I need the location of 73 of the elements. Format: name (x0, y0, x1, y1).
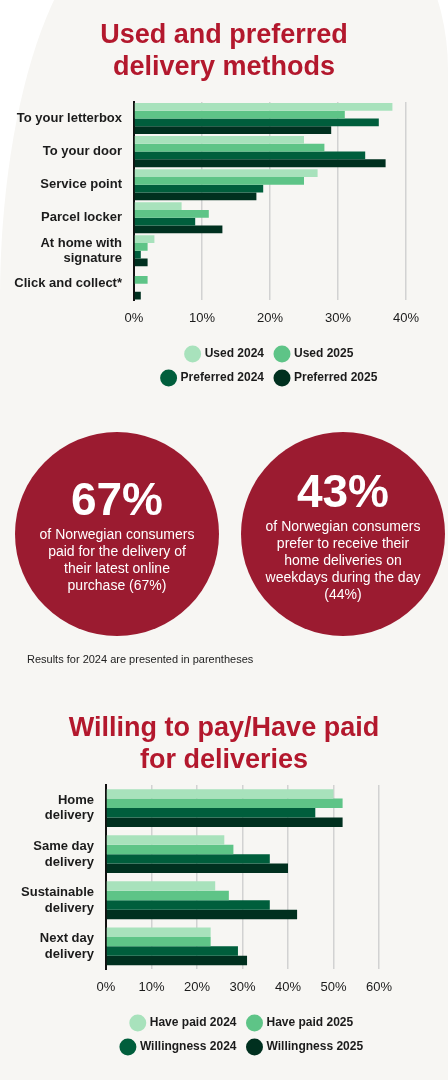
y-tick-label: Home delivery (44, 791, 95, 823)
bar (106, 863, 288, 874)
bar (106, 890, 229, 901)
y-tick-label: Service point (40, 176, 123, 192)
y-tick-label: Click and collect* (14, 275, 123, 291)
bar (134, 143, 325, 152)
x-tick-label: 40% (392, 309, 420, 325)
bar (134, 159, 386, 168)
bar (106, 808, 316, 818)
bar (134, 202, 182, 210)
legend-label: Willingness 2025 (266, 1039, 364, 1054)
bar (134, 209, 209, 218)
x-tick-label: 60% (365, 978, 393, 994)
bar (106, 854, 270, 864)
bar (134, 136, 304, 144)
y-tick-label: Sustainable delivery (21, 884, 95, 915)
bar (134, 250, 141, 259)
y-tick-label: Same day delivery (33, 837, 95, 869)
bar (134, 217, 196, 226)
x-tick-label: 30% (324, 309, 352, 325)
legend-label: Preferred 2024 (180, 370, 265, 385)
bar (106, 946, 238, 956)
legend-label: Used 2024 (204, 346, 265, 361)
bar (134, 243, 148, 251)
x-tick-label: 40% (274, 978, 302, 994)
bar (106, 909, 298, 920)
x-tick-label: 0% (96, 978, 116, 994)
bar (106, 936, 211, 947)
bar (134, 192, 257, 201)
bar (106, 798, 343, 809)
x-tick-label: 30% (229, 978, 256, 994)
bar (134, 258, 148, 267)
bar (106, 927, 211, 937)
x-tick-label: 10% (188, 309, 216, 325)
bar (134, 184, 264, 193)
text: of Norwegian consumers prefer to receive their home deliveries on weekdays during the day (44%) (264, 517, 422, 603)
bar (106, 955, 248, 966)
bar (134, 102, 393, 111)
legend-label: Have paid 2025 (266, 1015, 354, 1030)
legend-label: Used 2025 (294, 346, 354, 361)
text: of Norwegian consumers paid for the delivery of their latest online purchase (67%) (38, 526, 196, 594)
chart-title: Willing to pay/Have paid for deliveries (67, 711, 381, 775)
bar (134, 276, 148, 284)
x-tick-label: 10% (138, 978, 165, 994)
legend-label: Willingness 2024 (139, 1039, 237, 1054)
x-tick-label: 0% (124, 309, 144, 325)
legend-label: Have paid 2024 (149, 1015, 237, 1030)
bar (106, 789, 334, 799)
bar (134, 110, 345, 119)
bar (134, 151, 366, 160)
bar (134, 235, 155, 244)
y-tick-label: To your letterbox (16, 110, 123, 126)
x-tick-label: 50% (320, 978, 347, 994)
text: 43% (296, 464, 390, 517)
bar (106, 844, 234, 855)
bar (134, 126, 332, 135)
legend-label: Preferred 2025 (294, 370, 378, 385)
bar (106, 881, 216, 891)
y-tick-label: Parcel locker (41, 209, 122, 225)
bar (106, 835, 225, 845)
bar (134, 176, 304, 185)
text: 67% (70, 473, 164, 525)
text: Results for 2024 are presented in parentheses (27, 652, 255, 666)
x-tick-label: 20% (256, 309, 284, 325)
y-tick-label: To your door (42, 143, 122, 159)
y-tick-label: At home with signature (40, 234, 123, 266)
bar (134, 169, 318, 177)
chart-title: Used and preferred delivery methods (99, 18, 349, 82)
bar (106, 900, 270, 910)
bar (134, 118, 379, 127)
x-tick-label: 20% (183, 978, 211, 994)
bar (106, 817, 343, 827)
y-tick-label: Next day delivery (39, 930, 95, 961)
